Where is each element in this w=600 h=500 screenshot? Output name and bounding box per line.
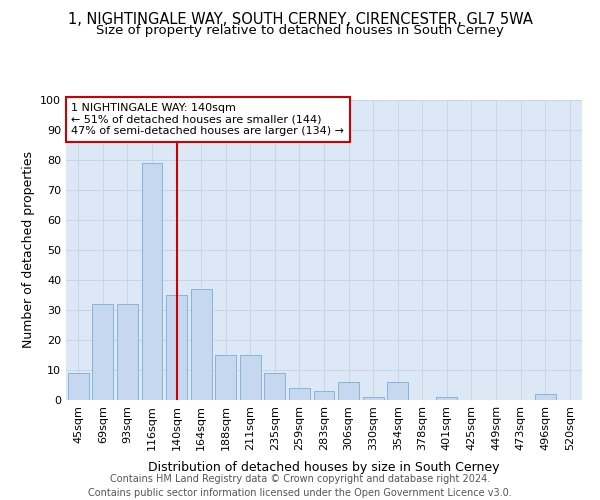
Text: Size of property relative to detached houses in South Cerney: Size of property relative to detached ho… — [96, 24, 504, 37]
Bar — [387, 382, 408, 400]
Bar — [436, 397, 457, 400]
Text: 1 NIGHTINGALE WAY: 140sqm
← 51% of detached houses are smaller (144)
47% of semi: 1 NIGHTINGALE WAY: 140sqm ← 51% of detac… — [71, 103, 344, 136]
Bar — [289, 388, 310, 400]
Bar — [166, 295, 187, 400]
Bar — [535, 394, 556, 400]
Text: 1, NIGHTINGALE WAY, SOUTH CERNEY, CIRENCESTER, GL7 5WA: 1, NIGHTINGALE WAY, SOUTH CERNEY, CIRENC… — [68, 12, 532, 28]
Bar — [314, 391, 334, 400]
Bar — [92, 304, 113, 400]
Bar — [362, 397, 383, 400]
Bar — [240, 355, 261, 400]
Bar — [215, 355, 236, 400]
X-axis label: Distribution of detached houses by size in South Cerney: Distribution of detached houses by size … — [148, 461, 500, 474]
Bar — [191, 289, 212, 400]
Bar — [142, 163, 163, 400]
Bar — [265, 373, 286, 400]
Bar — [338, 382, 359, 400]
Y-axis label: Number of detached properties: Number of detached properties — [22, 152, 35, 348]
Bar — [68, 373, 89, 400]
Bar — [117, 304, 138, 400]
Text: Contains HM Land Registry data © Crown copyright and database right 2024.
Contai: Contains HM Land Registry data © Crown c… — [88, 474, 512, 498]
